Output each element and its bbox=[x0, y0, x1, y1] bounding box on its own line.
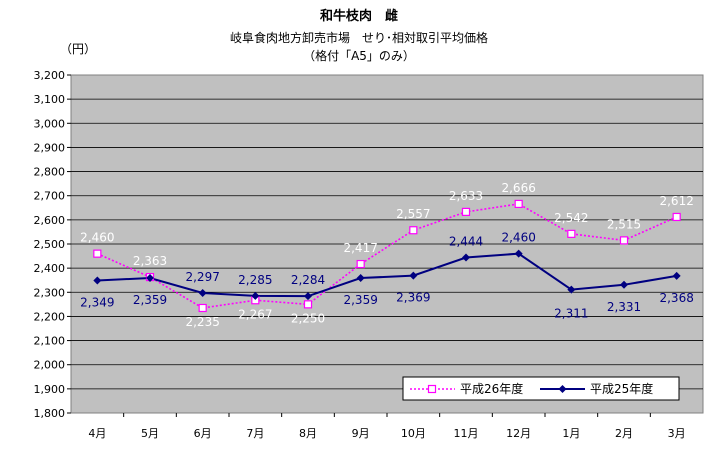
point-h25 bbox=[304, 292, 312, 301]
x-tick-label: 5月 bbox=[141, 427, 159, 440]
x-tick-label: 8月 bbox=[299, 427, 317, 440]
point-h25 bbox=[514, 249, 523, 258]
chart-subtitle-line-2: （格付「A5」のみ） bbox=[303, 48, 415, 63]
data-label-h26: 2,542 bbox=[554, 211, 588, 225]
point-h25 bbox=[93, 276, 102, 285]
x-tick-label: 9月 bbox=[352, 427, 370, 440]
legend-label-h26: 平成26年度 bbox=[460, 381, 523, 396]
data-label-h25: 2,444 bbox=[449, 235, 483, 249]
y-tick-label: 1,900 bbox=[34, 383, 66, 396]
data-label-h26: 2,460 bbox=[80, 231, 114, 245]
point-h25 bbox=[146, 274, 154, 283]
data-label-h26: 2,235 bbox=[185, 315, 219, 329]
data-label-h25: 2,369 bbox=[396, 291, 430, 305]
y-tick-label: 2,200 bbox=[34, 310, 66, 323]
data-label-h26: 2,557 bbox=[396, 207, 430, 221]
point-h26 bbox=[303, 300, 313, 309]
series-line-h25 bbox=[97, 252, 677, 298]
y-axis-unit: （円） bbox=[60, 42, 96, 56]
data-label-h25: 2,368 bbox=[659, 291, 693, 305]
y-tick-label: 2,400 bbox=[34, 262, 66, 275]
x-tick-label: 10月 bbox=[401, 427, 426, 440]
legend: 平成26年度 平成25年度 bbox=[402, 376, 680, 401]
series-layer bbox=[93, 199, 681, 313]
y-tick-label: 3,000 bbox=[34, 117, 66, 130]
y-tick-label: 3,200 bbox=[34, 69, 66, 82]
y-tick-label: 3,100 bbox=[34, 93, 66, 106]
point-h25 bbox=[251, 291, 260, 300]
y-tick-label: 2,000 bbox=[34, 359, 66, 372]
y-tick-label: 2,900 bbox=[34, 141, 66, 154]
data-label-h25: 2,349 bbox=[80, 295, 114, 309]
y-axis-ticks: 1,800 1,900 2,000 2,100 2,200 2,300 2,400 2,500… bbox=[34, 69, 71, 420]
y-tick-label: 2,600 bbox=[34, 214, 66, 227]
y-tick-label: 2,300 bbox=[34, 286, 66, 299]
legend-label-h25: 平成25年度 bbox=[590, 381, 653, 396]
x-tick-label: 7月 bbox=[246, 427, 264, 440]
data-label-h26: 2,267 bbox=[238, 307, 272, 321]
x-tick-label: 12月 bbox=[506, 427, 531, 440]
point-h25 bbox=[409, 271, 418, 280]
x-tick-label: 2月 bbox=[615, 427, 633, 440]
data-label-h25: 2,297 bbox=[185, 270, 219, 284]
chart-subtitle-line-1: 岐阜食肉地方卸売市場 せり･相対取引平均価格 bbox=[230, 30, 488, 45]
point-h26 bbox=[93, 249, 102, 258]
x-axis-ticks: 4月 5月 6月 7月 8月 9月 10月 11月 12月 1月 2月 3月 bbox=[88, 413, 686, 440]
legend-marker-h26 bbox=[427, 384, 437, 394]
data-label-h26: 2,612 bbox=[659, 194, 693, 208]
y-tick-label: 2,500 bbox=[34, 238, 66, 251]
point-h26 bbox=[198, 303, 207, 313]
data-label-h26: 2,666 bbox=[501, 181, 535, 195]
data-label-h25: 2,359 bbox=[133, 293, 167, 307]
x-tick-label: 6月 bbox=[194, 427, 212, 440]
legend-marker-h25 bbox=[558, 385, 567, 393]
point-h26 bbox=[567, 229, 576, 238]
data-label-h25: 2,285 bbox=[238, 273, 272, 287]
point-h25 bbox=[356, 274, 365, 283]
data-label-h25: 2,284 bbox=[291, 273, 325, 287]
chart-title: 和牛枝肉 雌 bbox=[320, 8, 398, 24]
point-h26 bbox=[461, 207, 471, 216]
data-label-h25: 2,460 bbox=[501, 231, 535, 245]
point-h26 bbox=[356, 259, 365, 269]
point-h25 bbox=[567, 285, 576, 294]
point-h25 bbox=[198, 289, 207, 298]
data-label-h25: 2,359 bbox=[343, 293, 377, 307]
data-label-h26: 2,633 bbox=[449, 189, 483, 203]
data-label-h26: 2,250 bbox=[291, 311, 325, 325]
point-h25 bbox=[620, 280, 628, 289]
point-h25 bbox=[672, 271, 681, 280]
x-tick-label: 11月 bbox=[454, 427, 479, 440]
x-tick-label: 3月 bbox=[668, 427, 686, 440]
data-label-h26: 2,515 bbox=[607, 217, 641, 231]
point-h26 bbox=[672, 212, 681, 222]
data-labels: 2,460 2,363 2,235 2,267 2,250 2,417 2,557 2,633… bbox=[80, 181, 694, 329]
y-tick-label: 2,700 bbox=[34, 190, 66, 203]
point-h26 bbox=[514, 199, 523, 209]
point-h26 bbox=[409, 226, 418, 235]
y-tick-label: 2,800 bbox=[34, 166, 66, 179]
x-tick-label: 1月 bbox=[562, 427, 580, 440]
series-line-h26 bbox=[97, 203, 677, 309]
data-label-h26: 2,417 bbox=[343, 241, 377, 255]
data-label-h25: 2,311 bbox=[554, 307, 588, 321]
data-label-h26: 2,363 bbox=[133, 254, 167, 268]
y-tick-label: 2,100 bbox=[34, 335, 66, 348]
point-h25 bbox=[462, 253, 470, 262]
x-tick-label: 4月 bbox=[88, 427, 106, 440]
data-label-h25: 2,331 bbox=[607, 300, 641, 314]
y-tick-label: 1,800 bbox=[34, 407, 66, 420]
point-h26 bbox=[619, 236, 629, 245]
